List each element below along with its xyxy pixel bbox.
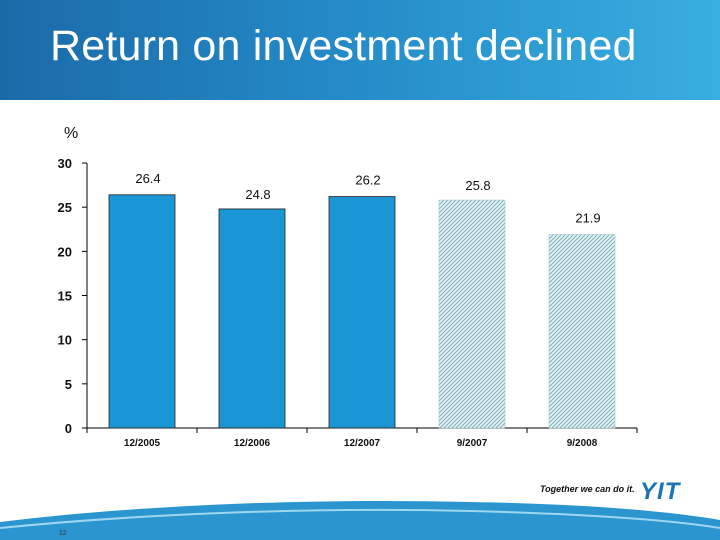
- bar-9-2008: [548, 234, 616, 429]
- bar-12-2006: [218, 208, 286, 429]
- data-label: 26.4: [135, 171, 160, 186]
- tagline: Together we can do it.: [540, 484, 635, 494]
- bar-12-2007: [328, 196, 396, 429]
- data-label: 24.8: [245, 187, 270, 202]
- y-tick-label: 25: [58, 200, 72, 215]
- chart-labels: 26.4 12/2005 24.8 12/2006 26.2 12/2007 25.8 9/2…: [124, 171, 601, 449]
- y-tick-label: 5: [65, 377, 72, 392]
- bar-9-2007: [438, 199, 506, 429]
- y-tick-label: 20: [58, 244, 72, 259]
- chart-axes: 0 5 10 15 20 25 30: [58, 156, 638, 436]
- data-label: 25.8: [465, 178, 490, 193]
- y-tick-label: 10: [58, 333, 72, 348]
- y-tick-label: 0: [65, 421, 72, 436]
- x-tick-label: 9/2007: [457, 438, 488, 449]
- chart-bars: [108, 194, 616, 429]
- x-tick-label: 12/2006: [234, 438, 271, 449]
- page-number: 12: [59, 530, 67, 537]
- x-tick-label: 9/2008: [567, 438, 598, 449]
- data-label: 21.9: [575, 211, 600, 226]
- title-banner: [0, 0, 720, 100]
- slide-title: Return on investment declined: [50, 22, 637, 70]
- x-tick-label: 12/2007: [344, 438, 381, 449]
- y-axis-label: %: [64, 125, 78, 142]
- yit-logo: YIT: [640, 478, 681, 505]
- x-tick-label: 12/2005: [124, 438, 161, 449]
- data-label: 26.2: [355, 173, 380, 188]
- y-tick-label: 30: [58, 156, 72, 171]
- y-tick-label: 15: [58, 289, 72, 304]
- bar-12-2005: [108, 194, 176, 429]
